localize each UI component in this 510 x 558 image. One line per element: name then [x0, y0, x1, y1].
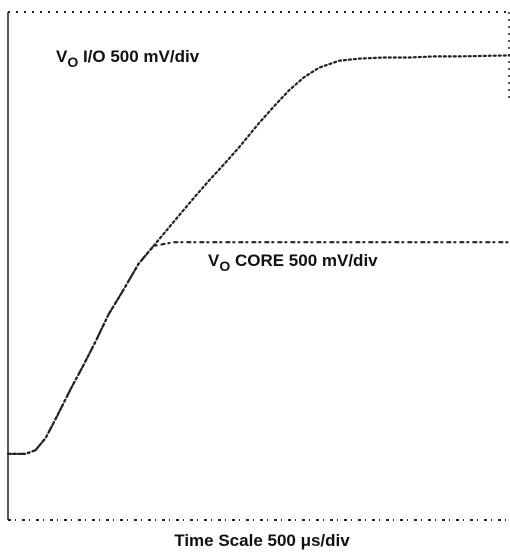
x-axis-label: Time Scale 500 μs/div [174, 531, 350, 550]
scope-traces [6, 54, 510, 455]
trace-label-subscript: O [219, 258, 230, 274]
trace-label-symbol: V [208, 251, 220, 270]
trace-label-1: VO I/O 500 mV/div [56, 47, 200, 70]
trace-label-subscript: O [67, 54, 78, 70]
trace-label-text: CORE 500 mV/div [230, 251, 378, 270]
trace-line-2 [6, 241, 510, 455]
trace-label-text: I/O 500 mV/div [78, 47, 199, 66]
trace-label-symbol: V [56, 47, 68, 66]
trace-label-2: VO CORE 500 mV/div [208, 251, 378, 274]
